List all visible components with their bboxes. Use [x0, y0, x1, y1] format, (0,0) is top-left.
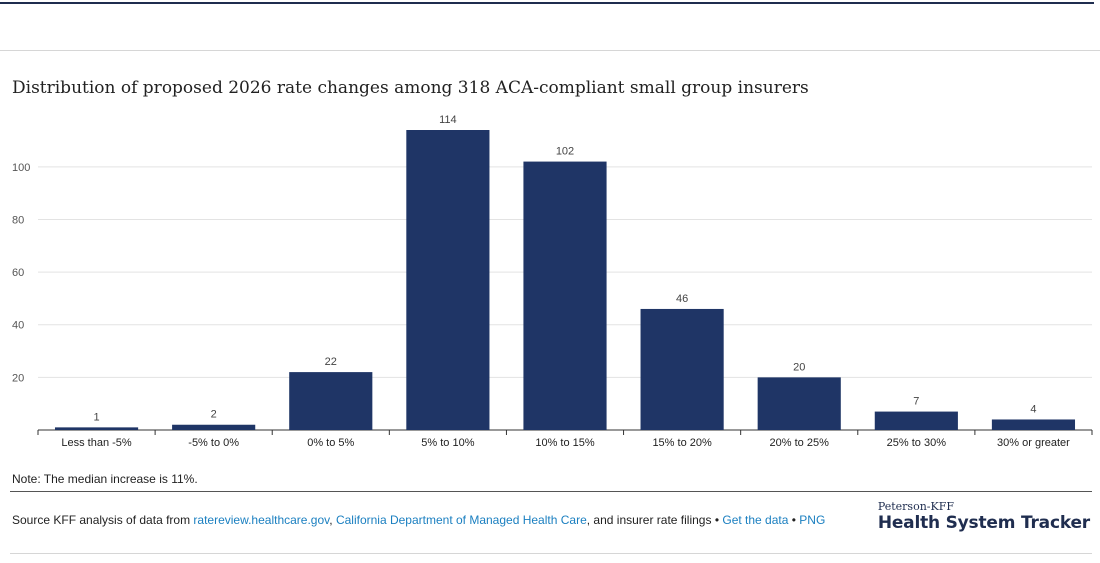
- source-line: Source KFF analysis of data from raterev…: [12, 513, 825, 527]
- y-tick-label: 80: [12, 214, 24, 226]
- chart-title: Distribution of proposed 2026 rate chang…: [12, 78, 809, 98]
- data-label: 2: [211, 409, 217, 421]
- bar[interactable]: [406, 130, 490, 430]
- x-tick-label: 15% to 20%: [652, 437, 712, 449]
- x-tick-label: 5% to 10%: [421, 437, 474, 449]
- x-tick-label: Less than -5%: [61, 437, 132, 449]
- y-tick-label: 20: [12, 372, 24, 384]
- data-label: 4: [1030, 403, 1036, 415]
- top-rule: [0, 2, 1094, 4]
- data-label: 114: [439, 114, 457, 126]
- bar-chart: 20 40 60 80 100 1 Less than -5% 2 -5% to 0% 22 0% …: [12, 114, 1093, 449]
- header-divider: [0, 50, 1100, 51]
- note-divider: [10, 491, 1092, 492]
- footer-divider: [10, 553, 1092, 554]
- data-label: 22: [325, 356, 337, 368]
- x-tick-label: 0% to 5%: [307, 437, 354, 449]
- x-tick-label: 25% to 30%: [887, 437, 947, 449]
- data-label: 7: [913, 396, 919, 408]
- get-data-link[interactable]: Get the data: [722, 513, 789, 527]
- bar[interactable]: [757, 377, 841, 430]
- data-label: 102: [556, 146, 574, 158]
- bar[interactable]: [640, 308, 724, 430]
- data-label: 1: [93, 411, 99, 423]
- peterson-kff-logo[interactable]: Peterson-KFF Health System Tracker: [878, 500, 1090, 533]
- source-prefix: Source KFF analysis of data from: [12, 513, 194, 527]
- bar[interactable]: [991, 419, 1076, 430]
- logo-big-text: Health System Tracker: [877, 513, 1090, 533]
- data-label: 20: [793, 361, 805, 373]
- bar[interactable]: [54, 427, 139, 430]
- y-tick-label: 40: [12, 320, 24, 332]
- y-tick-label: 60: [12, 267, 24, 279]
- ratereview-link[interactable]: ratereview.healthcare.gov: [193, 513, 330, 527]
- source-sep-dot: •: [788, 513, 800, 527]
- dmhc-link[interactable]: California Department of Managed Health …: [335, 513, 587, 527]
- x-tick-label: -5% to 0%: [188, 437, 239, 449]
- data-label: 46: [676, 293, 688, 305]
- bar[interactable]: [289, 372, 373, 430]
- bar[interactable]: [523, 161, 607, 430]
- source-sep: ,: [329, 513, 336, 527]
- logo-small-text: Peterson-KFF: [877, 500, 954, 513]
- x-tick-label: 30% or greater: [997, 437, 1070, 449]
- chart-note: Note: The median increase is 11%.: [12, 472, 198, 486]
- source-middle: , and insurer rate filings •: [586, 513, 723, 527]
- png-link[interactable]: PNG: [799, 513, 826, 527]
- bar[interactable]: [874, 411, 958, 430]
- bar[interactable]: [172, 424, 256, 430]
- x-tick-label: 10% to 15%: [535, 437, 595, 449]
- y-tick-label: 100: [12, 162, 30, 174]
- x-tick-label: 20% to 25%: [770, 437, 830, 449]
